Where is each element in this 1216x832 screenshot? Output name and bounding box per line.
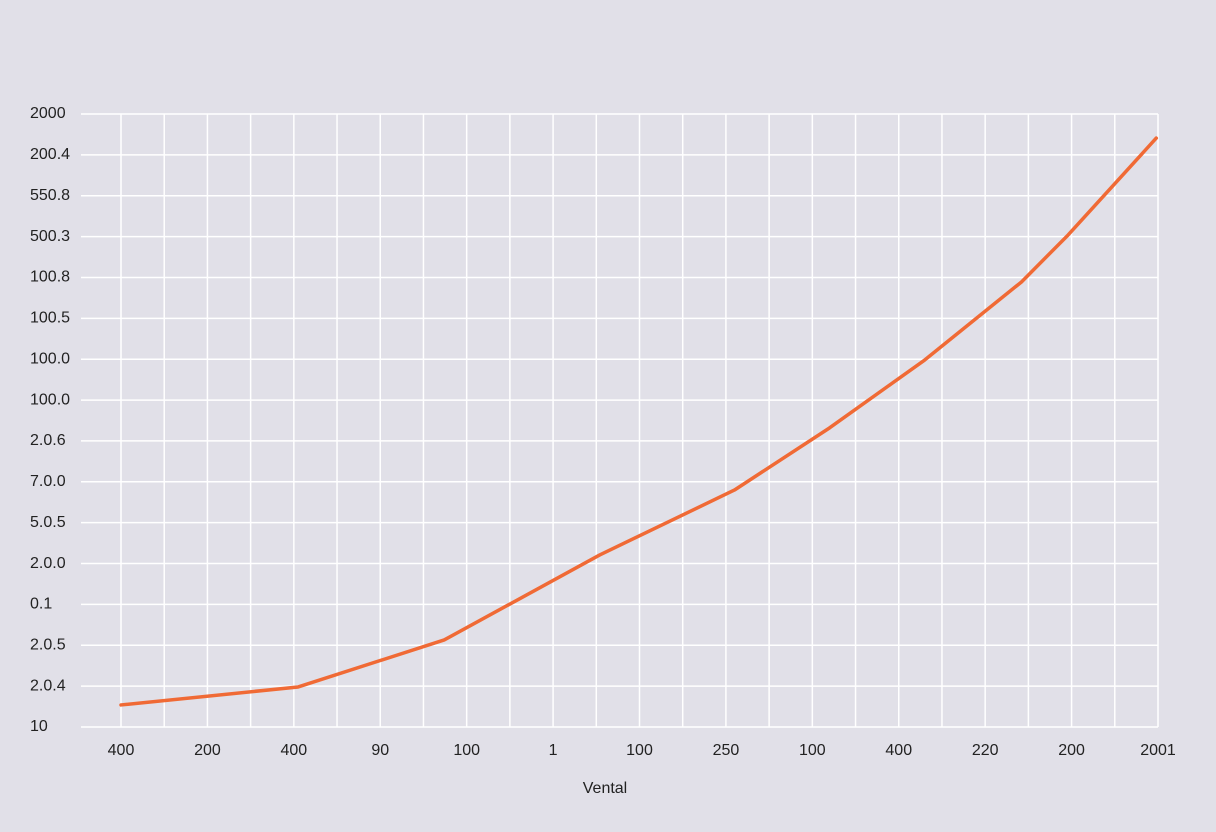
x-tick-label: 200 bbox=[1058, 742, 1085, 759]
x-tick-label: 1 bbox=[549, 742, 558, 759]
x-tick-label: 100 bbox=[453, 742, 480, 759]
x-tick-label: 250 bbox=[713, 742, 740, 759]
y-tick-label: 100.8 bbox=[30, 269, 70, 286]
y-tick-label: 550.8 bbox=[30, 187, 70, 204]
x-tick-label: 2001 bbox=[1140, 742, 1176, 759]
y-tick-label: 2.0.0 bbox=[30, 555, 66, 572]
y-tick-label: 100.0 bbox=[30, 391, 70, 408]
x-tick-label: 90 bbox=[371, 742, 389, 759]
y-tick-label: 100.0 bbox=[30, 350, 70, 367]
y-tick-label: 7.0.0 bbox=[30, 473, 66, 490]
line bbox=[119, 136, 1159, 707]
y-tick-label: 2.0.6 bbox=[30, 432, 66, 449]
y-tick-label: 2.0.4 bbox=[30, 677, 66, 694]
x-tick-label: 200 bbox=[194, 742, 221, 759]
x-tick-label: 220 bbox=[972, 742, 999, 759]
y-tick-label: 500.3 bbox=[30, 228, 70, 245]
x-tick-label: 100 bbox=[799, 742, 826, 759]
y-tick-label: 100.5 bbox=[30, 310, 70, 327]
y-tick-label: 0.1 bbox=[30, 596, 52, 613]
y-tick-label: 200.4 bbox=[30, 146, 70, 163]
x-tick-label: 400 bbox=[280, 742, 307, 759]
x-axis-label: Vental bbox=[583, 780, 627, 797]
y-tick-label: 2.0.5 bbox=[30, 636, 66, 653]
y-tick-label: 5.0.5 bbox=[30, 514, 66, 531]
x-tick-label: 400 bbox=[885, 742, 912, 759]
y-tick-label: 2000 bbox=[30, 105, 66, 122]
x-tick-label: 100 bbox=[626, 742, 653, 759]
x-tick-label: 400 bbox=[108, 742, 135, 759]
y-tick-label: 10 bbox=[30, 718, 48, 735]
